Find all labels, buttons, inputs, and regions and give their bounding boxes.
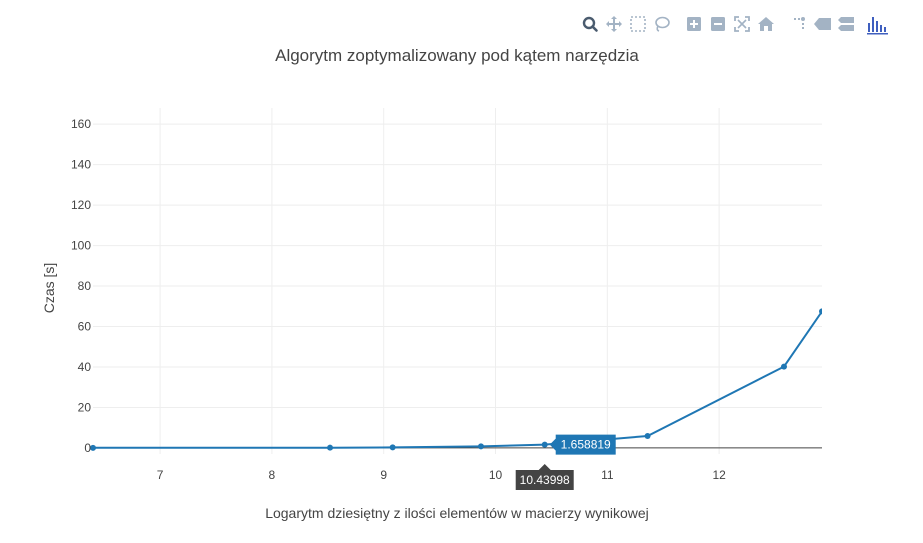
y-tick-label: 160: [71, 117, 91, 131]
grid-lines: [93, 108, 822, 454]
x-tick-label: 12: [712, 468, 726, 482]
hover-closest-icon[interactable]: [810, 14, 834, 36]
svg-text:1.658819: 1.658819: [561, 438, 611, 452]
data-point[interactable]: [644, 432, 651, 439]
y-tick-label: 140: [71, 158, 91, 172]
hover-label-y: 1.658819: [549, 434, 616, 455]
y-tick-label: 0: [84, 441, 91, 455]
data-point[interactable]: [819, 308, 825, 315]
plotly-logo-icon[interactable]: [866, 14, 890, 36]
x-tick-label: 9: [380, 468, 387, 482]
y-tick-label: 40: [78, 360, 92, 374]
y-tick-label: 60: [78, 320, 92, 334]
series-line: [92, 310, 822, 449]
data-point[interactable]: [541, 441, 548, 448]
reset-axes-icon[interactable]: [754, 14, 778, 36]
box-select-icon[interactable]: [626, 14, 650, 36]
data-point[interactable]: [90, 444, 96, 451]
autoscale-icon[interactable]: [730, 14, 754, 36]
x-tick-label: 8: [269, 468, 276, 482]
hover-compare-icon[interactable]: [834, 14, 858, 36]
pan-icon[interactable]: [602, 14, 626, 36]
lasso-select-icon[interactable]: [650, 14, 674, 36]
data-point[interactable]: [780, 363, 787, 370]
y-tick-label: 100: [71, 239, 91, 253]
hover-label-x: 10.43998: [515, 464, 574, 490]
chart-title: Algorytm zoptymalizowany pod kątem narzę…: [275, 46, 639, 65]
data-points: [90, 308, 825, 451]
x-tick-label: 7: [157, 468, 164, 482]
y-tick-labels: 0 20 40 60 80 100 120 140 160: [71, 117, 91, 455]
zoom-in-icon[interactable]: [682, 14, 706, 36]
zoom-icon[interactable]: [578, 14, 602, 36]
data-point[interactable]: [477, 443, 484, 450]
x-tick-label: 11: [601, 468, 614, 482]
x-axis-title: Logarytm dziesiętny z ilości elementów w…: [265, 505, 649, 521]
x-tick-label: 10: [489, 468, 503, 482]
data-point[interactable]: [389, 444, 396, 451]
modebar: [578, 14, 890, 36]
x-tick-labels: 7 8 9 10 11 12: [157, 468, 726, 482]
series-line-path: [92, 310, 822, 449]
y-tick-label: 120: [71, 198, 91, 212]
zoom-out-icon[interactable]: [706, 14, 730, 36]
y-tick-label: 80: [78, 279, 92, 293]
y-axis-title: Czas [s]: [41, 263, 57, 314]
toggle-spike-lines-icon[interactable]: [786, 14, 810, 36]
svg-text:10.43998: 10.43998: [520, 473, 570, 487]
data-point[interactable]: [327, 444, 334, 451]
y-tick-label: 20: [78, 400, 92, 414]
